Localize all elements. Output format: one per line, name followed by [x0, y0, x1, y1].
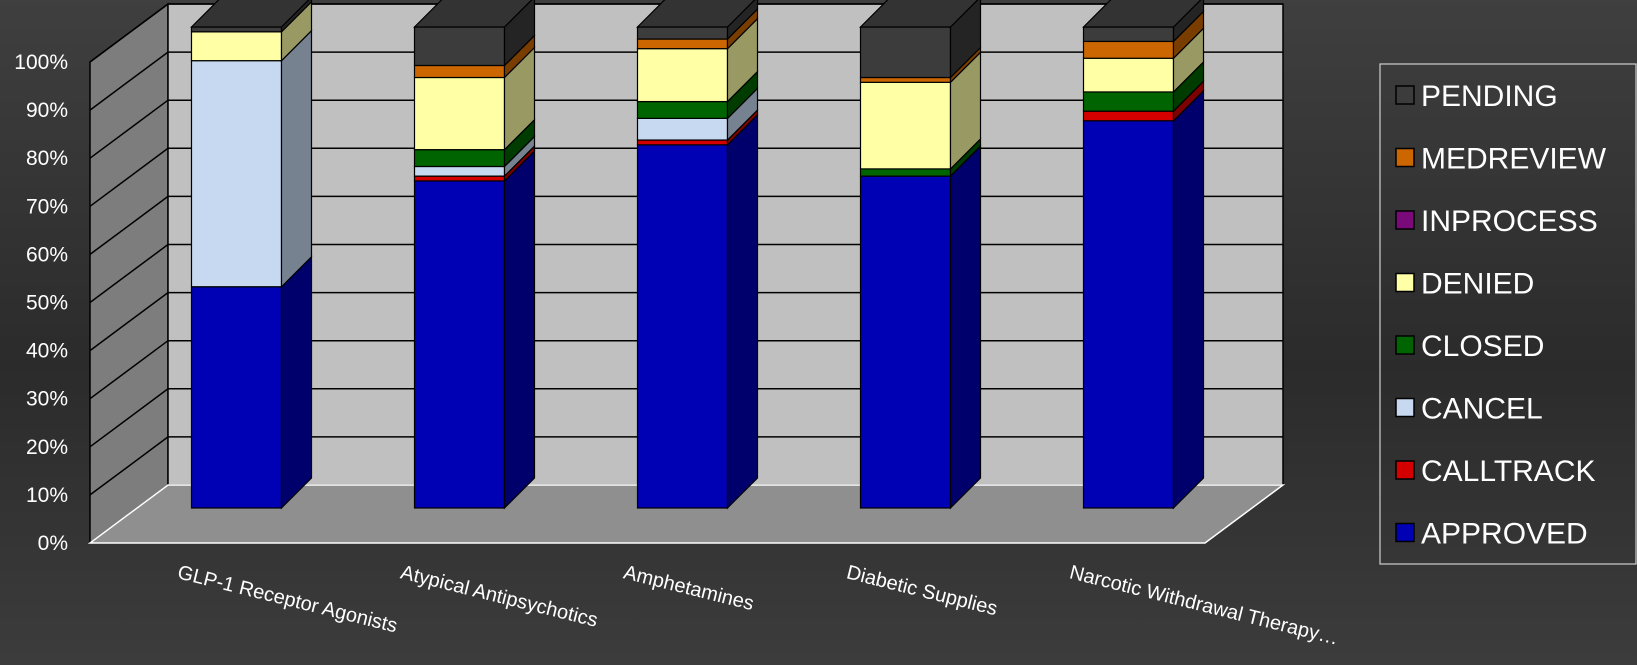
bar-top-pending: [413, 0, 533, 28]
bar-closed: [636, 100, 729, 119]
bar-closed: [413, 149, 506, 168]
legend-swatch: [1395, 522, 1415, 543]
bar-approved: [413, 180, 506, 509]
legend-item-calltrack: CALLTRACK: [1395, 455, 1596, 488]
bar-side-pending: [949, 0, 982, 79]
bar-side-approved: [949, 144, 982, 510]
y-tick-label: 20%: [26, 436, 68, 459]
bar-denied: [1082, 57, 1175, 93]
legend-label: APPROVED: [1421, 518, 1588, 551]
bar-top-pending: [190, 0, 310, 28]
bar-calltrack: [636, 139, 729, 146]
bar-cancel: [190, 60, 283, 288]
bar-medreview: [1082, 40, 1175, 59]
bar-side-pending: [726, 0, 759, 41]
bar-top-pending: [636, 0, 756, 28]
legend-item-medreview: MEDREVIEW: [1395, 143, 1607, 176]
bar-side-pending: [280, 0, 313, 34]
bar-medreview: [636, 38, 729, 50]
legend-item-cancel: CANCEL: [1395, 393, 1543, 426]
bar-side-approved: [280, 255, 313, 510]
bar-calltrack: [1082, 110, 1175, 122]
bar-cancel: [636, 117, 729, 141]
legend-item-closed: CLOSED: [1395, 330, 1544, 363]
x-category-label: Narcotic Withdrawal Therapy…: [1067, 562, 1341, 650]
bar-pending: [1082, 26, 1175, 43]
bar-denied: [190, 31, 283, 62]
y-tick-label: 40%: [26, 340, 68, 363]
legend-item-inprocess: INPROCESS: [1395, 205, 1598, 238]
bar-closed: [1082, 91, 1175, 112]
y-tick-label: 90%: [26, 99, 68, 122]
legend-label: INPROCESS: [1421, 205, 1598, 238]
legend-label: MEDREVIEW: [1421, 143, 1607, 176]
bar-pending: [859, 26, 952, 79]
bar-medreview: [859, 76, 952, 83]
legend-label: CLOSED: [1421, 330, 1544, 363]
x-category-label: Atypical Antipsychotics: [398, 562, 600, 632]
bar-approved: [1082, 120, 1175, 509]
y-tick-label: 10%: [26, 484, 68, 507]
bar-calltrack: [413, 175, 506, 182]
legend-box: [1379, 63, 1637, 565]
bar-denied: [413, 76, 506, 151]
bar-side-approved: [1172, 89, 1205, 510]
x-category-label: Diabetic Supplies: [844, 562, 999, 621]
bar-stack: [859, 0, 982, 510]
bar-top-pending: [859, 0, 979, 28]
legend-label: CALLTRACK: [1421, 455, 1596, 488]
legend-item-approved: APPROVED: [1395, 518, 1588, 551]
bar-approved: [859, 175, 952, 509]
bar-denied: [636, 48, 729, 103]
y-tick-label: 70%: [26, 195, 68, 218]
bar-stack: [413, 0, 536, 510]
legend-swatch: [1395, 460, 1415, 480]
y-tick-label: 80%: [26, 147, 68, 170]
legend-item-pending: PENDING: [1395, 80, 1558, 113]
y-tick-label: 50%: [26, 292, 68, 315]
floor: [87, 484, 1286, 544]
bar-side-cancel: [280, 29, 313, 289]
bar-stack: [190, 0, 313, 510]
legend-swatch: [1395, 85, 1415, 105]
legend-swatch: [1395, 210, 1415, 230]
bar-approved: [190, 286, 283, 509]
bar-side-pending: [503, 0, 536, 67]
y-tick-label: 30%: [26, 388, 68, 411]
bar-denied: [859, 81, 952, 170]
bar-pending: [190, 26, 283, 33]
legend-label: PENDING: [1421, 80, 1558, 113]
bar-pending: [413, 26, 506, 67]
bar-medreview: [413, 64, 506, 79]
legend-item-denied: DENIED: [1395, 268, 1534, 301]
x-category-label: GLP-1 Receptor Agonists: [175, 562, 399, 638]
y-axis: 0% 10% 20% 30% 40% 50% 60% 70% 80% 90% 100%: [14, 51, 68, 555]
legend-swatch: [1395, 397, 1415, 418]
bar-side-pending: [1172, 0, 1205, 43]
legend: PENDING MEDREVIEW INPROCESS DENIED CLOSED CAN…: [1379, 63, 1637, 565]
bar-side-approved: [726, 113, 759, 510]
bar-approved: [636, 144, 729, 509]
legend-swatch: [1395, 147, 1415, 168]
bar-stack: [636, 0, 759, 510]
bar-stack: [1082, 0, 1205, 510]
bar-closed: [859, 168, 952, 177]
legend-label: CANCEL: [1421, 393, 1543, 426]
bar-pending: [636, 26, 729, 40]
bar-side-approved: [503, 149, 536, 510]
bar-top-pending: [1082, 0, 1202, 28]
legend-label: DENIED: [1421, 268, 1534, 301]
bar-group: [190, 0, 1205, 510]
bar-cancel: [413, 165, 506, 177]
legend-swatch: [1395, 272, 1415, 293]
legend-swatch: [1395, 335, 1415, 355]
y-tick-label: 100%: [14, 51, 68, 74]
y-tick-label: 0%: [38, 532, 68, 555]
x-category-label: Amphetamines: [621, 562, 756, 616]
y-tick-label: 60%: [26, 243, 68, 266]
